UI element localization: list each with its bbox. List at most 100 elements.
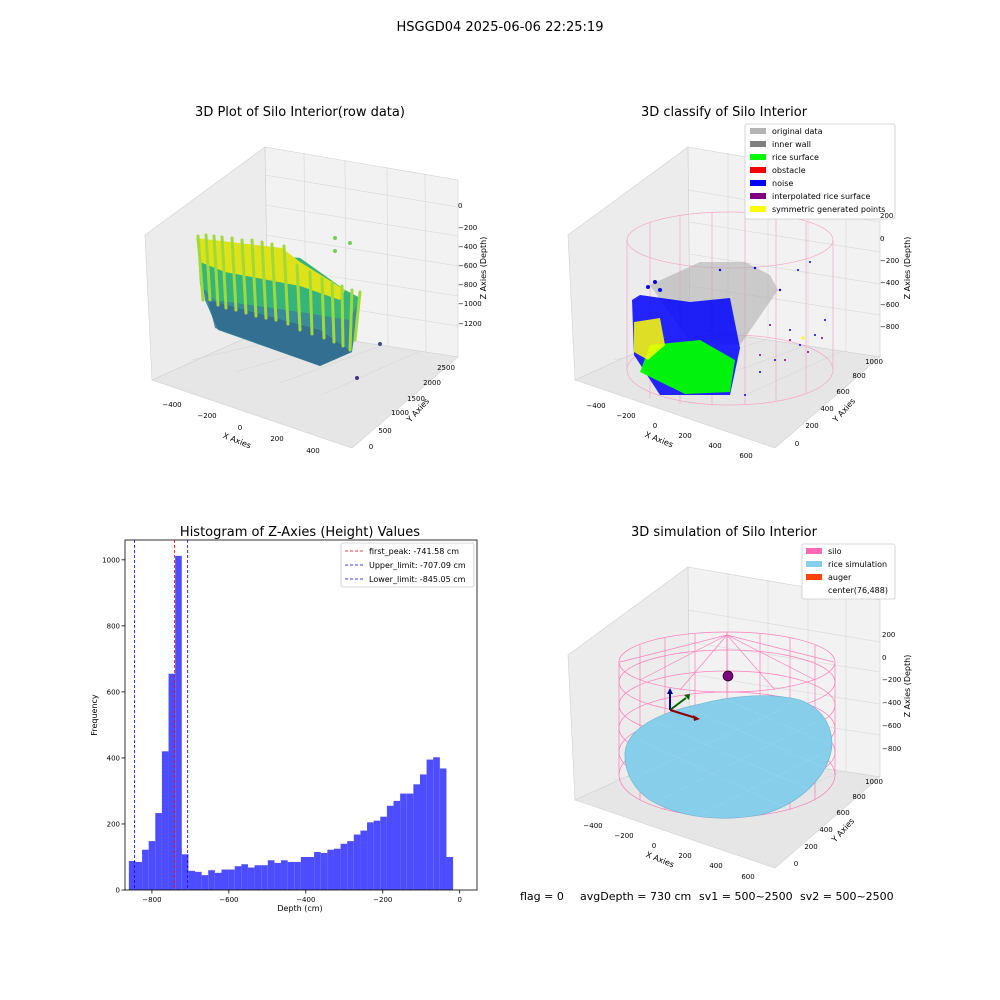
cls-ytick: 600 <box>836 388 849 396</box>
hist-bar <box>208 870 215 890</box>
raw-ztick: −800 <box>458 281 477 289</box>
panel-raw-title: 3D Plot of Silo Interior(row data) <box>195 105 405 120</box>
cls-ztick: −600 <box>880 301 899 309</box>
legend-label: first_peak: -741.58 cm <box>369 547 459 556</box>
hist-bar <box>419 774 427 890</box>
hist-ytick-label: 0 <box>116 887 120 895</box>
hist-axes-frame <box>124 539 478 891</box>
sim-ytick: 400 <box>819 826 832 834</box>
raw-zlabel: Z Axies (Depth) <box>479 237 488 300</box>
hist-bar <box>353 834 361 890</box>
sim-xtick: −200 <box>614 832 633 840</box>
sim-ytick: 200 <box>804 843 817 851</box>
hist-legend: first_peak: -741.58 cm Upper_limit: -707… <box>340 542 475 588</box>
hist-bar <box>314 852 321 890</box>
raw-xtick: −200 <box>197 412 216 420</box>
panel-raw-ticks: −400 −200 0 200 400 0 500 1000 1500 2000… <box>162 202 481 455</box>
sim-xtick: −400 <box>583 822 602 830</box>
hist-xlabel: Depth (cm) <box>277 904 322 913</box>
hist-ytick-label: 400 <box>107 754 120 762</box>
panel-raw-point-cloud <box>196 233 382 380</box>
hist-ylabel: Frequency <box>90 694 99 736</box>
hist-bar <box>380 816 387 890</box>
raw-xtick: 200 <box>270 435 283 443</box>
raw-ztick: −400 <box>458 243 477 251</box>
raw-xtick: 0 <box>238 424 242 432</box>
hist-bar <box>406 793 414 890</box>
legend-label: center(76,488) <box>828 586 888 595</box>
cls-zlabel: Z Axies (Depth) <box>903 237 912 300</box>
hist-bar <box>307 856 315 890</box>
legend-swatch-inner-wall <box>750 141 766 147</box>
hist-bar <box>155 813 162 890</box>
hist-bar <box>426 759 434 890</box>
hist-bar <box>195 871 202 890</box>
raw-ytick: 2000 <box>423 379 441 387</box>
hist-bar <box>148 841 156 890</box>
sim-xtick: 0 <box>652 842 656 850</box>
hist-xtick-label: 0 <box>457 896 461 904</box>
cls-xtick: 0 <box>653 422 657 430</box>
hist-bar <box>142 849 149 890</box>
auger-marker <box>722 670 734 682</box>
legend-label: rice simulation <box>828 560 887 569</box>
hist-xtick-label: −600 <box>219 896 238 904</box>
sim-xtick: 600 <box>741 873 754 881</box>
legend-label: obstacle <box>772 166 806 175</box>
hist-ytick-label: 600 <box>107 688 120 696</box>
cls-xtick: 600 <box>739 452 752 460</box>
hist-bar <box>161 751 169 890</box>
legend-swatch-rice-simulation <box>806 561 822 567</box>
hist-title: Histogram of Z-Axies (Height) Values <box>180 525 420 540</box>
panel-sim-rice-surface <box>624 695 833 819</box>
raw-ytick: 1500 <box>407 395 425 403</box>
hist-bar <box>247 867 255 890</box>
panel-sim-ticks: −400 −200 0 200 400 600 0 200 400 600 80… <box>583 631 901 881</box>
legend-swatch-obstacle <box>750 167 766 173</box>
figure-suptitle: HSGGD04 2025-06-06 22:25:19 <box>397 20 604 35</box>
hist-bar <box>234 866 242 890</box>
legend-label: Upper_limit: -707.09 cm <box>369 561 466 570</box>
panel-sim-legend: silo rice simulation auger center(76,488… <box>801 543 896 600</box>
hist-ytick-label: 200 <box>107 820 120 828</box>
sim-ylabel: Y Axies <box>829 817 856 845</box>
hist-xtick-label: −800 <box>142 896 161 904</box>
hist-bar <box>386 805 394 890</box>
cls-ytick: 0 <box>795 440 799 448</box>
legend-label: Lower_limit: -845.05 cm <box>369 575 466 584</box>
legend-label: noise <box>772 179 793 188</box>
hist-bar <box>393 800 401 890</box>
hist-bar <box>175 555 182 890</box>
legend-label: symmetric generated points <box>772 205 885 214</box>
cls-ztick: 200 <box>880 212 893 220</box>
panel-classify-ticks: −400 −200 0 200 400 600 0 200 400 600 80… <box>586 212 899 460</box>
raw-ztick: −1200 <box>458 320 482 328</box>
hist-bar <box>360 830 368 890</box>
hist-bar <box>188 870 196 890</box>
hist-bar <box>214 872 222 890</box>
footer-sv2: sv2 = 500~2500 <box>800 890 894 903</box>
cls-ztick: −200 <box>880 257 899 265</box>
legend-swatch-silo <box>806 548 822 554</box>
cls-ztick: −800 <box>880 323 899 331</box>
panel-classify-cloud <box>626 211 834 406</box>
raw-ytick: 1000 <box>391 409 409 417</box>
sim-xtick: 400 <box>709 862 722 870</box>
hist-bar <box>400 793 407 890</box>
legend-label: original data <box>772 127 823 136</box>
raw-xtick: 400 <box>306 447 319 455</box>
hist-bar <box>347 841 354 890</box>
sim-ztick: −600 <box>882 722 901 730</box>
panel-sim-title: 3D simulation of Silo Interior <box>631 525 818 540</box>
hist-bar <box>254 865 262 890</box>
raw-ztick: −1000 <box>458 300 482 308</box>
panel-classify: 3D classify of Silo Interior <box>567 105 912 460</box>
sim-ztick: 200 <box>882 631 895 639</box>
raw-ytick: 500 <box>378 427 391 435</box>
raw-ztick: −200 <box>458 224 477 232</box>
hist-bar <box>135 861 143 890</box>
footer-sv1: sv1 = 500~2500 <box>699 890 793 903</box>
hist-bar <box>287 861 295 890</box>
legend-swatch-interpolated <box>750 193 766 199</box>
hist-bar <box>294 861 301 890</box>
